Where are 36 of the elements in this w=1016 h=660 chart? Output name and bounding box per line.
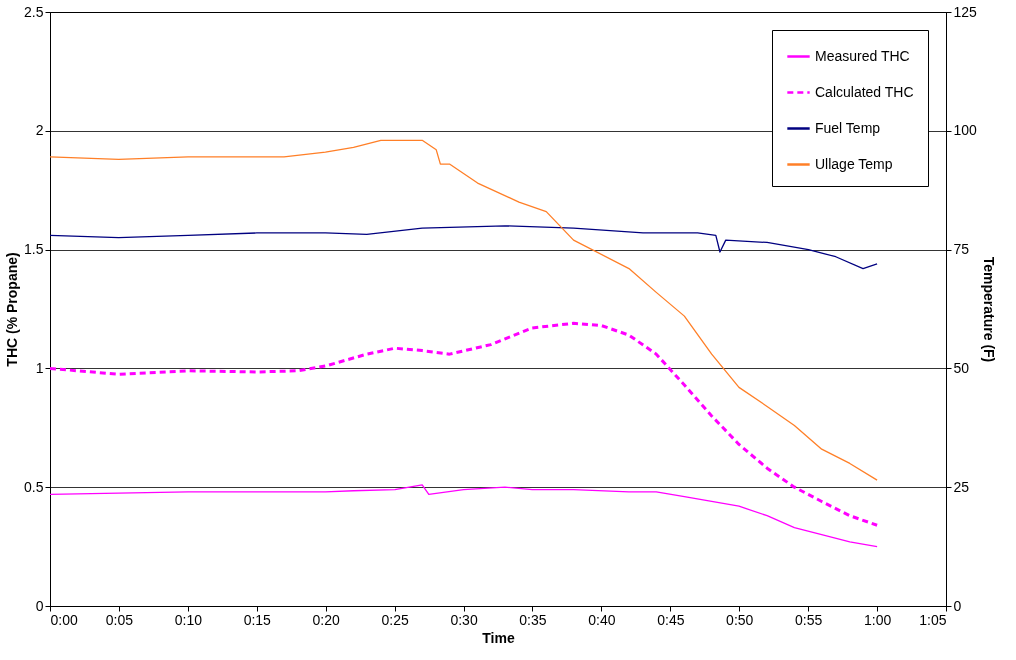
line-series xyxy=(50,321,879,527)
y2-tick-label: 125 xyxy=(953,3,978,20)
y-tick-label: 1 xyxy=(35,359,44,376)
x-tick-label: 1:00 xyxy=(863,611,892,628)
y-tick-label: 1.5 xyxy=(24,241,44,258)
line-series xyxy=(50,225,878,270)
x-tick-label: 0:45 xyxy=(657,611,685,628)
x-tick-label: 0:55 xyxy=(795,611,823,628)
y-tick-label: 0.5 xyxy=(24,478,44,495)
x-tick-label: 0:05 xyxy=(105,611,134,628)
x-tick-label: 0:25 xyxy=(381,611,409,628)
x-tick-label: 0:20 xyxy=(312,611,341,628)
x-tick-label: 0:30 xyxy=(450,611,478,628)
y2-tick-label: 25 xyxy=(953,478,970,495)
y2-axis-title: Temperature (F) xyxy=(980,256,997,363)
y2-tick-label: 75 xyxy=(953,241,970,258)
legend-label: Calculated THC xyxy=(815,83,914,100)
x-tick-label: 1:05 xyxy=(919,611,947,628)
y-tick-label: 2.5 xyxy=(24,3,44,20)
x-tick-label: 0:00 xyxy=(50,611,78,628)
line-series xyxy=(50,484,878,548)
legend-label: Ullage Temp xyxy=(815,155,893,172)
y2-tick-label: 0 xyxy=(953,597,962,614)
legend-label: Measured THC xyxy=(815,47,910,64)
y-axis-title: THC (% Propane) xyxy=(4,252,21,367)
y-tick-label: 2 xyxy=(35,122,44,139)
y-tick-label: 0 xyxy=(35,597,44,614)
x-tick-label: 0:15 xyxy=(243,611,272,628)
x-tick-label: 0:10 xyxy=(174,611,203,628)
x-tick-label: 0:35 xyxy=(519,611,547,628)
x-axis-title: Time xyxy=(482,629,515,646)
legend-label: Fuel Temp xyxy=(815,119,881,136)
x-tick-label: 0:50 xyxy=(726,611,754,628)
y2-tick-label: 100 xyxy=(953,122,978,139)
x-tick-label: 0:40 xyxy=(588,611,616,628)
y2-tick-label: 50 xyxy=(953,359,970,376)
